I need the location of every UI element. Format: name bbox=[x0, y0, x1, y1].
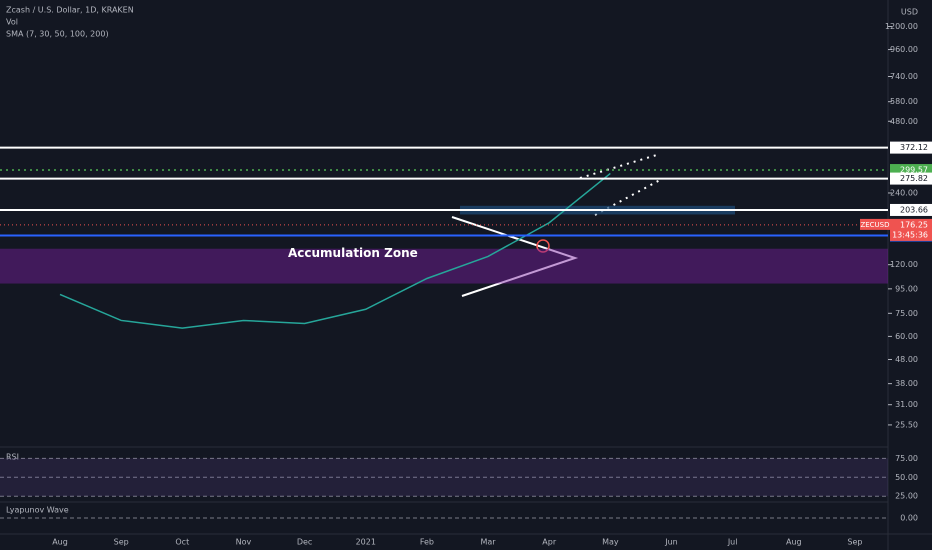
price-tag bbox=[890, 218, 932, 241]
pane-tick-label: 25.00 bbox=[895, 492, 918, 501]
y-tick-label: 48.00 bbox=[895, 355, 918, 364]
symbol-title: Zcash / U.S. Dollar, 1D, KRAKEN bbox=[6, 6, 134, 15]
y-tick-label: 120.00 bbox=[890, 260, 918, 269]
unit-label: USD bbox=[901, 8, 918, 17]
y-tick-label: 240.00 bbox=[890, 188, 918, 197]
x-tick-label: May bbox=[602, 538, 619, 547]
pane-tick-label: 0.00 bbox=[900, 514, 918, 523]
y-tick-label: 31.00 bbox=[895, 400, 918, 409]
price-line bbox=[59, 172, 611, 329]
x-tick-label: Feb bbox=[420, 538, 434, 547]
pane-tick-label: 50.00 bbox=[895, 473, 918, 482]
x-tick-label: Dec bbox=[297, 538, 312, 547]
price-tag-label: 275.82 bbox=[900, 174, 928, 183]
symbol-tag bbox=[860, 218, 890, 230]
y-tick-label: 740.00 bbox=[890, 72, 918, 81]
price-tag-label: 176.25 bbox=[900, 220, 928, 229]
zone-label: Accumulation Zone bbox=[288, 246, 418, 260]
x-tick-label: Aug bbox=[786, 538, 802, 547]
x-tick-label: Oct bbox=[175, 538, 189, 547]
pane-tick-label: 75.00 bbox=[895, 454, 918, 463]
y-tick-label: 38.00 bbox=[895, 379, 918, 388]
price-tag-label: 299.57 bbox=[900, 166, 928, 175]
y-tick-label: 75.00 bbox=[895, 309, 918, 318]
y-tick-label: 1200.00 bbox=[885, 22, 918, 31]
y-tick-label: 480.00 bbox=[890, 117, 918, 126]
x-tick-label: Sep bbox=[847, 538, 862, 547]
y-tick-label: 60.00 bbox=[895, 332, 918, 341]
price-tag bbox=[890, 172, 932, 185]
price-tag bbox=[890, 141, 932, 154]
y-tick-label: 960.00 bbox=[890, 45, 918, 54]
price-tag-label: 203.66 bbox=[900, 205, 928, 214]
price-tag-label: 372.12 bbox=[900, 143, 928, 152]
wave-label: Lyapunov Wave bbox=[6, 506, 69, 515]
sma-label: SMA (7, 30, 50, 100, 200) bbox=[6, 30, 109, 39]
x-tick-label: Apr bbox=[542, 538, 557, 547]
x-tick-label: Jun bbox=[664, 538, 678, 547]
x-tick-label: Jul bbox=[727, 538, 738, 547]
price-tag bbox=[890, 203, 932, 216]
y-tick-label: 95.00 bbox=[895, 284, 918, 293]
pane-band bbox=[0, 458, 888, 497]
price-tag-label: 13:45:36 bbox=[892, 230, 928, 239]
x-tick-label: Sep bbox=[114, 538, 129, 547]
x-tick-label: Aug bbox=[52, 538, 68, 547]
zone bbox=[0, 248, 888, 284]
highlight-circle bbox=[536, 239, 550, 253]
x-tick-label: Mar bbox=[481, 538, 497, 547]
x-tick-label: Nov bbox=[236, 538, 252, 547]
channel-drawing bbox=[594, 179, 661, 216]
symbol-tag-label: ZECUSD bbox=[860, 221, 889, 229]
y-tick-label: 580.00 bbox=[890, 97, 918, 106]
y-tick-label: 25.50 bbox=[895, 420, 918, 429]
x-tick-label: 2021 bbox=[356, 538, 376, 547]
triangle-drawing bbox=[451, 216, 579, 297]
rsi-label: RSI bbox=[6, 453, 19, 462]
vol-label: Vol bbox=[6, 18, 18, 27]
